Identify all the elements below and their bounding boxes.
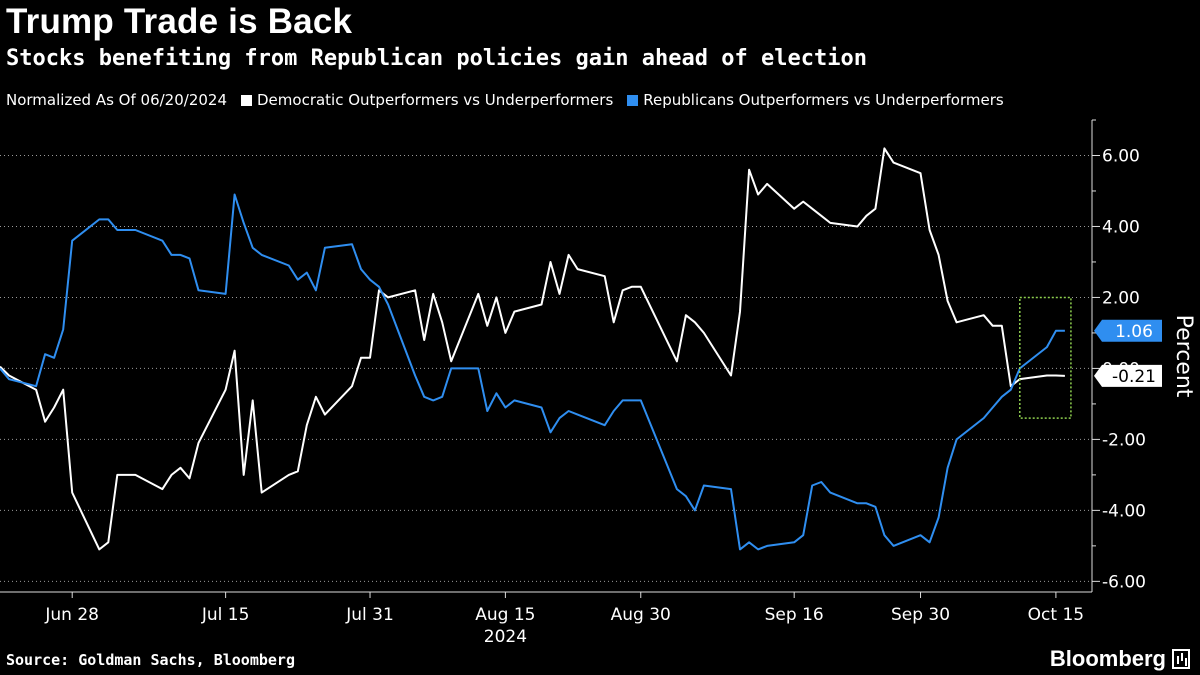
x-year-label: 2024: [484, 627, 527, 647]
bloomberg-logo: Bloomberg: [1050, 646, 1190, 672]
chart-title: Trump Trade is Back: [6, 2, 353, 41]
y-tick-label: -6.00: [1102, 572, 1146, 592]
legend-note: Normalized As Of 06/20/2024: [6, 91, 227, 109]
x-tick-label: Aug 15: [475, 605, 535, 625]
y-tick-label: -2.00: [1102, 430, 1146, 450]
end-label-tag: [1094, 364, 1162, 387]
source-note: Source: Goldman Sachs, Bloomberg: [6, 651, 295, 669]
x-tick-label: Jul 15: [201, 605, 250, 625]
x-tick-label: Sep 16: [765, 605, 824, 625]
legend-swatch-democratic: [241, 94, 252, 106]
x-tick-label: Jul 31: [345, 605, 394, 625]
end-label-tag: [1094, 319, 1162, 342]
x-tick-label: Jun 28: [44, 605, 99, 625]
chart-subtitle: Stocks benefiting from Republican polici…: [6, 46, 867, 71]
series-line-republican: [0, 193, 1065, 551]
x-tick-label: Oct 15: [1028, 605, 1084, 625]
series-lines: [0, 147, 1065, 551]
y-tick-label: 6.00: [1102, 146, 1140, 166]
y-tick-label: 4.00: [1102, 217, 1140, 237]
end-label-value: -0.21: [1112, 367, 1156, 387]
x-tick-label: Sep 30: [891, 605, 950, 625]
x-tick-label: Aug 30: [611, 605, 671, 625]
legend-label-democratic: Democratic Outperformers vs Underperform…: [257, 91, 614, 109]
brand-name: Bloomberg: [1049, 646, 1166, 671]
highlight-box: [1019, 296, 1072, 419]
bloomberg-terminal-icon: [1172, 649, 1190, 669]
legend-label-republican: Republicans Outperformers vs Underperfor…: [643, 91, 1004, 109]
end-label-democratic: -0.21: [1094, 364, 1162, 387]
end-label-value: 1.06: [1115, 322, 1153, 342]
series-line-democratic: [0, 147, 1065, 551]
end-label-republican: 1.06: [1094, 319, 1162, 342]
y-axis-title: Percent: [1171, 315, 1196, 398]
y-tick-label: 2.00: [1102, 288, 1140, 308]
y-tick-label: -4.00: [1102, 501, 1146, 521]
legend: Normalized As Of 06/20/2024 Democratic O…: [6, 91, 1004, 109]
legend-swatch-republican: [627, 94, 639, 106]
